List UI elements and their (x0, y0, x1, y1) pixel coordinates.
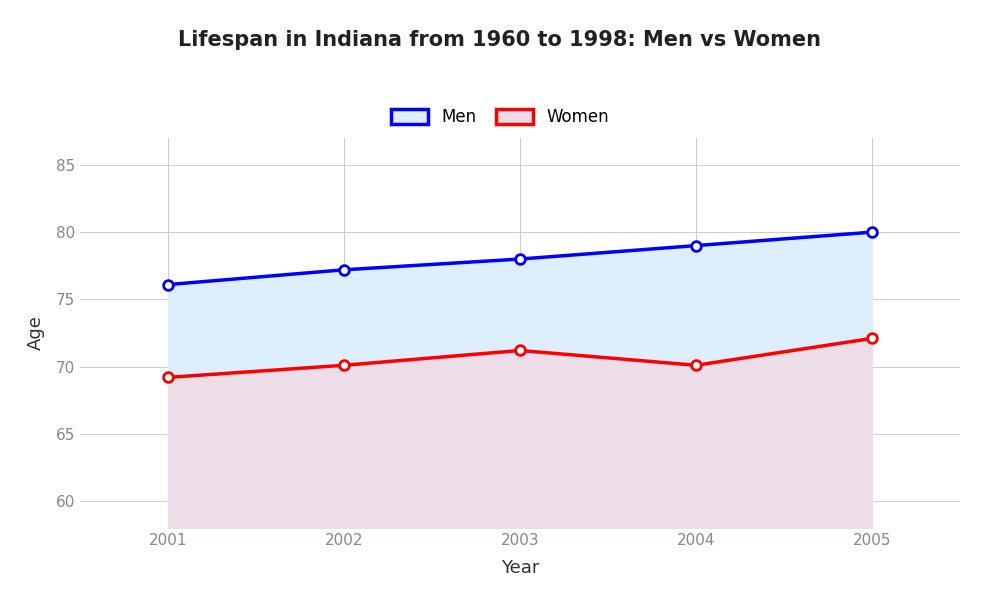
Text: Lifespan in Indiana from 1960 to 1998: Men vs Women: Lifespan in Indiana from 1960 to 1998: M… (178, 30, 822, 50)
Y-axis label: Age: Age (27, 316, 45, 350)
X-axis label: Year: Year (501, 559, 539, 577)
Legend: Men, Women: Men, Women (384, 101, 616, 133)
